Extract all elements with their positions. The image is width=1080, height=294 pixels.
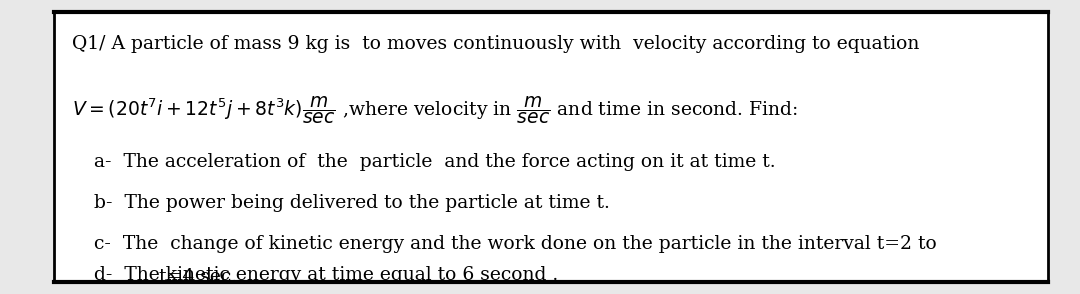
Text: c-  The  change of kinetic energy and the work done on the particle in the inter: c- The change of kinetic energy and the …	[94, 235, 936, 253]
FancyBboxPatch shape	[54, 12, 1048, 282]
Text: d-  The kinetic energy at time equal to 6 second .: d- The kinetic energy at time equal to 6…	[94, 266, 558, 284]
Text: Q1/ A particle of mass 9 kg is  to moves continuously with  velocity according t: Q1/ A particle of mass 9 kg is to moves …	[72, 35, 920, 53]
Text: a-  The acceleration of  the  particle  and the force acting on it at time t.: a- The acceleration of the particle and …	[94, 153, 775, 171]
Text: $V = (20t^7i + 12t^5j + 8t^3k)\dfrac{m}{sec}$ ,where velocity in $\dfrac{m}{sec}: $V = (20t^7i + 12t^5j + 8t^3k)\dfrac{m}{…	[72, 94, 799, 126]
Text: b-  The power being delivered to the particle at time t.: b- The power being delivered to the part…	[94, 194, 610, 212]
Text: t=4 sec.: t=4 sec.	[159, 268, 237, 285]
